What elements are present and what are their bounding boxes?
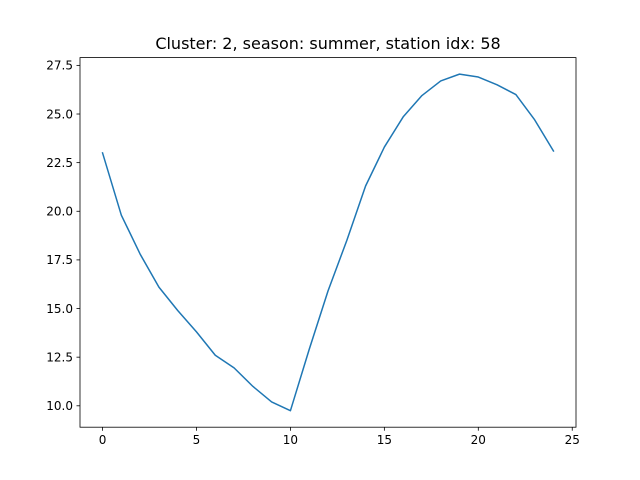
axes-frame [79, 57, 577, 428]
y-tick-label: 20.0 [46, 205, 73, 219]
y-tick-label: 22.5 [46, 156, 73, 170]
x-tick-label: 20 [471, 433, 486, 447]
x-axis: 0 5 10 15 20 25 [99, 427, 580, 447]
y-tick-label: 12.5 [46, 350, 73, 364]
x-tick-label: 5 [193, 433, 201, 447]
x-tick-label: 0 [99, 433, 107, 447]
y-tick-label: 17.5 [46, 253, 73, 267]
chart-title: Cluster: 2, season: summer, station idx:… [155, 34, 500, 53]
plot-area [101, 73, 555, 412]
series-line-0 [101, 73, 555, 412]
x-tick-label: 25 [565, 433, 580, 447]
y-tick-label: 25.0 [46, 107, 73, 121]
y-tick-label: 10.0 [46, 399, 73, 413]
y-axis: 10.0 12.5 15.0 17.5 20.0 22.5 25.0 27.5 [46, 59, 80, 413]
y-tick-label: 27.5 [46, 59, 73, 73]
y-tick-label: 15.0 [46, 302, 73, 316]
x-tick-label: 10 [283, 433, 298, 447]
x-tick-label: 15 [377, 433, 392, 447]
